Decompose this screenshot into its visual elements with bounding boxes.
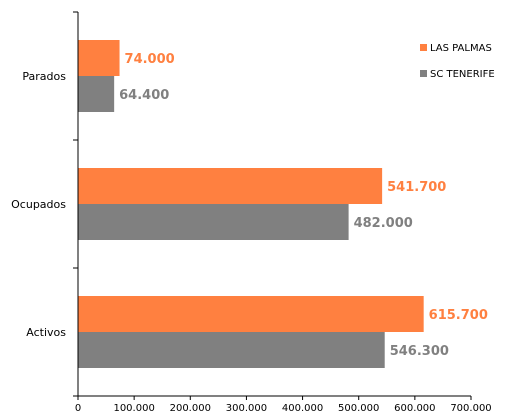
x-tick-label: 600.000 [394,403,435,414]
bar-sc-tenerife-parados [78,76,115,112]
data-label: 482.000 [354,216,413,231]
legend-swatch [420,70,427,77]
x-tick-label: 0 [75,403,81,414]
bar-las-palmas-activos [78,296,424,332]
bar-sc-tenerife-activos [78,332,385,368]
legend-label: LAS PALMAS [430,43,492,54]
data-label: 541.700 [387,180,446,195]
x-tick-label: 400.000 [282,403,323,414]
x-tick-label: 100.000 [113,403,154,414]
x-tick-label: 300.000 [226,403,267,414]
category-label: Ocupados [11,198,66,211]
x-tick-label: 200.000 [170,403,211,414]
data-label: 546.300 [390,344,449,359]
data-label: 615.700 [429,308,488,323]
bar-sc-tenerife-ocupados [78,204,349,240]
data-label: 64.400 [119,88,169,103]
x-tick-label: 700.000 [450,403,491,414]
category-label: Parados [22,70,66,83]
x-tick-label: 500.000 [338,403,379,414]
legend-label: SC TENERIFE [430,69,495,80]
category-label: Activos [26,326,66,339]
legend-swatch [420,44,427,51]
bar-las-palmas-ocupados [78,168,383,204]
bar-las-palmas-parados [78,40,120,76]
data-label: 74.000 [125,52,175,67]
